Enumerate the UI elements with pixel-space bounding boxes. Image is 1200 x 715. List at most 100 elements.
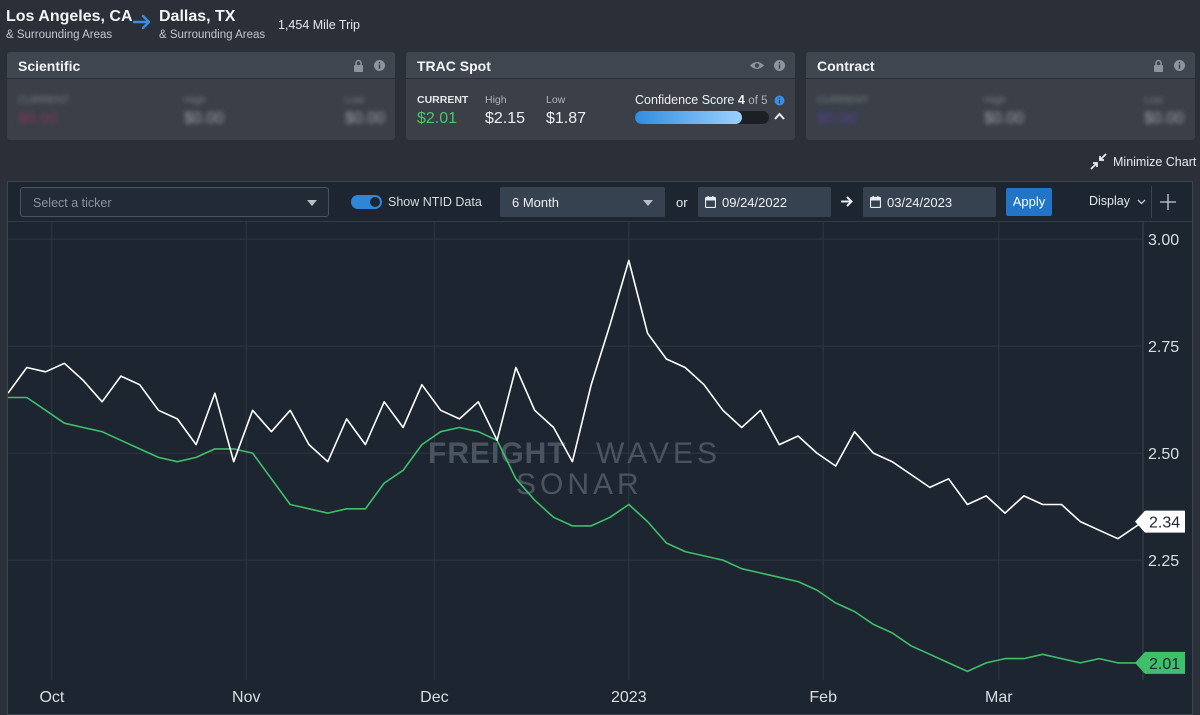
current-label: CURRENT — [18, 94, 70, 106]
low-value: $1.87 — [546, 110, 587, 127]
arrow-right-icon — [132, 14, 151, 30]
scientific-low: Low $0.00 — [345, 94, 385, 128]
low-label: Low — [546, 94, 566, 106]
contract-current: CURRENT $0.00 — [817, 94, 868, 128]
chevron-down-icon — [1138, 199, 1146, 205]
crosshair-icon — [1160, 194, 1176, 210]
x-tick-label: 2023 — [611, 689, 647, 706]
contract-card: Contract CURRENT $0.00 High $0.00 Low $0… — [806, 52, 1195, 140]
x-tick-label: Nov — [232, 689, 260, 706]
high-label: High — [984, 94, 1006, 106]
chevron-down-icon — [307, 200, 317, 206]
card-title: TRAC Spot — [417, 58, 491, 74]
last-value-badge: 2.01 — [1135, 651, 1185, 674]
confidence-text: Confidence Score — [635, 93, 735, 107]
ticker-placeholder: Select a ticker — [33, 196, 112, 210]
confidence-bar — [635, 111, 769, 124]
y-axis: 3.00 2.75 2.50 2.25 — [1142, 222, 1179, 680]
last-value-badge: 2.34 — [1135, 510, 1185, 533]
ticker-select[interactable]: Select a ticker — [20, 187, 329, 217]
contract-high: High $0.00 — [984, 94, 1024, 128]
watermark-sonar: SONAR — [516, 468, 643, 501]
current-label: CURRENT — [417, 94, 469, 106]
y-tick-label: 2.50 — [1148, 446, 1179, 463]
chart-panel: Select a ticker Show NTID Data 6 Month o… — [7, 181, 1193, 715]
last-value-label: 2.01 — [1149, 656, 1180, 673]
scientific-high: High $0.00 — [184, 94, 224, 128]
lock-icon[interactable] — [352, 59, 365, 72]
calendar-icon — [705, 196, 716, 208]
trac-low: Low $1.87 — [546, 94, 586, 128]
high-value: $0.00 — [984, 110, 1025, 127]
eye-icon[interactable] — [749, 59, 765, 72]
last-value-labels: 2.01 2.34 — [1135, 510, 1185, 674]
trip-distance: 1,454 Mile Trip — [278, 18, 360, 32]
confidence-score-label: Confidence Score 4 of 5 — [635, 93, 767, 107]
current-value: $0.00 — [817, 110, 858, 127]
current-label: CURRENT — [817, 94, 869, 106]
low-label: Low — [1144, 94, 1164, 106]
apply-button[interactable]: Apply — [1006, 188, 1052, 216]
info-icon[interactable] — [1173, 59, 1186, 72]
series-layer — [8, 259, 1144, 673]
high-value: $2.15 — [485, 110, 526, 127]
current-value: $0.00 — [18, 110, 59, 127]
minimize-chart-button[interactable]: Minimize Chart — [1090, 153, 1196, 170]
range-select[interactable]: 6 Month — [500, 187, 665, 217]
destination-sub: & Surrounding Areas — [159, 29, 266, 41]
calendar-icon — [870, 196, 881, 208]
current-value: $2.01 — [417, 110, 458, 127]
last-value-label: 2.34 — [1149, 515, 1180, 532]
low-value: $0.00 — [1144, 110, 1185, 127]
low-value: $0.00 — [345, 110, 386, 127]
last-value-badge-bg — [1135, 510, 1185, 533]
y-tick-label: 3.00 — [1148, 232, 1179, 249]
ntid-label: Show NTID Data — [388, 195, 482, 209]
x-tick-label: Feb — [809, 689, 837, 706]
lock-icon[interactable] — [1152, 59, 1165, 72]
scientific-current: CURRENT $0.00 — [18, 94, 69, 128]
end-date-value: 03/24/2023 — [887, 195, 953, 210]
destination-city: Dallas, TX — [159, 8, 236, 25]
last-value-badge-bg — [1135, 651, 1185, 674]
scientific-card: Scientific CURRENT $0.00 High $0.00 Low … — [7, 52, 395, 140]
start-date-input[interactable]: 09/24/2022 — [698, 187, 831, 217]
display-menu[interactable]: Display — [1089, 194, 1146, 208]
or-label: or — [676, 195, 688, 210]
info-icon[interactable] — [774, 95, 785, 106]
origin-sub: & Surrounding Areas — [6, 29, 113, 41]
y-tick-label: 2.75 — [1148, 339, 1179, 356]
high-label: High — [184, 94, 206, 106]
x-axis: Oct Nov Dec 2023 Feb Mar — [39, 689, 1013, 706]
x-tick-label: Oct — [39, 689, 64, 706]
series-line — [8, 396, 1143, 673]
card-title: Scientific — [18, 58, 81, 74]
info-icon[interactable] — [373, 59, 386, 72]
ntid-toggle[interactable] — [351, 195, 382, 209]
watermark-freight: FREIGHT — [428, 437, 567, 470]
trac-current: CURRENT $2.01 — [417, 94, 468, 128]
watermark-waves: WAVES — [596, 437, 721, 470]
info-icon[interactable] — [773, 59, 786, 72]
end-date-input[interactable]: 03/24/2023 — [863, 187, 996, 217]
confidence-bar-fill — [635, 111, 743, 124]
toggle-knob — [370, 197, 380, 207]
arrow-right-icon — [841, 196, 853, 207]
chevron-up-icon[interactable] — [773, 111, 786, 121]
display-label: Display — [1089, 194, 1130, 208]
y-tick-label: 2.25 — [1148, 553, 1179, 570]
x-tick-label: Dec — [420, 689, 448, 706]
chevron-down-icon — [643, 200, 653, 206]
crosshair-button[interactable] — [1151, 186, 1183, 218]
minimize-label: Minimize Chart — [1113, 154, 1197, 169]
x-tick-label: Mar — [985, 689, 1013, 706]
trac-spot-card: TRAC Spot CURRENT $2.01 High $2.15 Low $… — [406, 52, 795, 140]
chart-area[interactable]: FREIGHT WAVES SONAR 3.00 2.75 2.50 2.25 Oct… — [8, 222, 1192, 715]
series-line — [8, 259, 1144, 540]
minimize-icon — [1090, 153, 1107, 170]
card-header: TRAC Spot — [406, 52, 795, 79]
watermark: FREIGHT WAVES SONAR — [428, 437, 721, 501]
low-label: Low — [345, 94, 365, 106]
start-date-value: 09/24/2022 — [722, 195, 788, 210]
origin-location: Los Angeles, CA & Surrounding Areas — [6, 8, 133, 41]
